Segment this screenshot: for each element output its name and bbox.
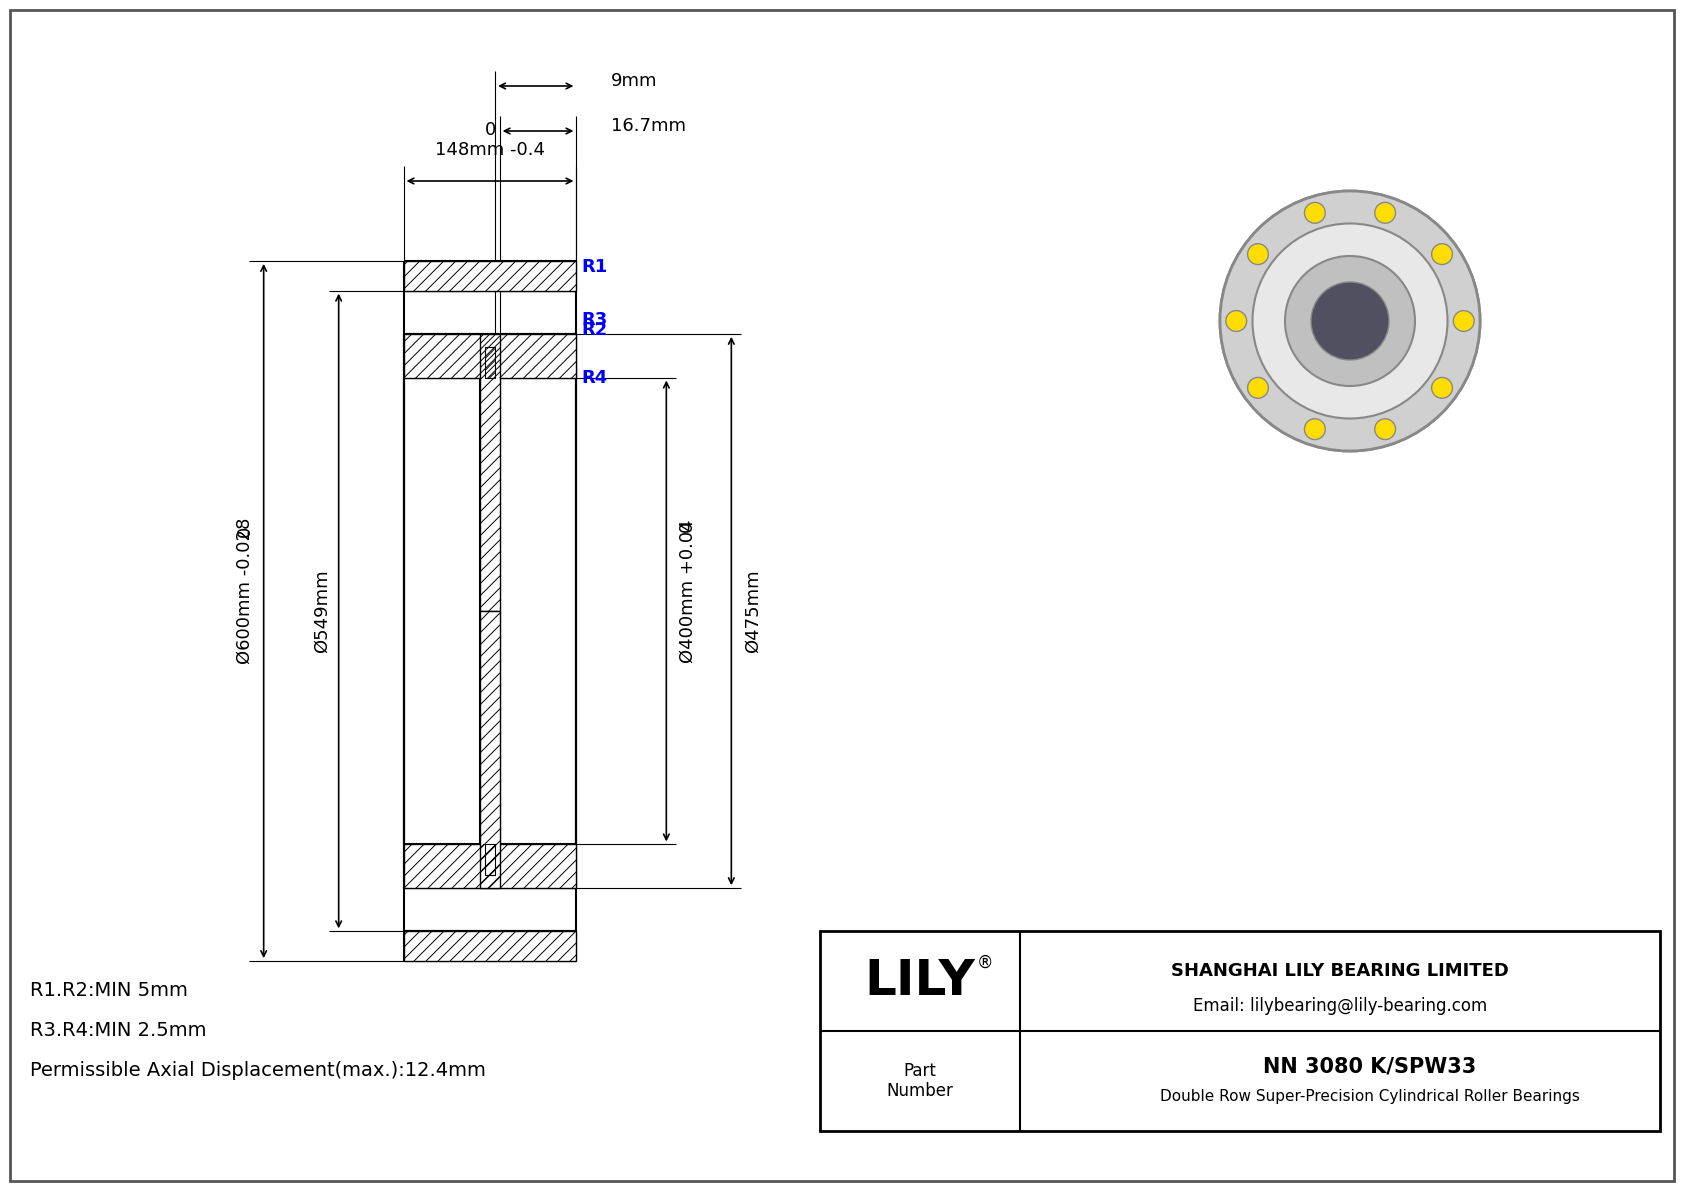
Polygon shape	[404, 333, 576, 378]
Polygon shape	[404, 261, 576, 291]
Circle shape	[1248, 378, 1268, 398]
Circle shape	[1285, 256, 1415, 386]
Text: R2: R2	[581, 320, 608, 338]
Circle shape	[1248, 244, 1268, 264]
Text: LILY: LILY	[864, 958, 975, 1005]
Polygon shape	[404, 844, 576, 888]
Text: 0: 0	[679, 520, 695, 531]
Circle shape	[1453, 311, 1474, 331]
Circle shape	[1219, 191, 1480, 451]
Text: R1: R1	[581, 257, 608, 276]
Polygon shape	[480, 333, 500, 611]
Text: 0: 0	[236, 525, 254, 537]
Text: Permissible Axial Displacement(max.):12.4mm: Permissible Axial Displacement(max.):12.…	[30, 1061, 487, 1080]
Text: SHANGHAI LILY BEARING LIMITED: SHANGHAI LILY BEARING LIMITED	[1170, 962, 1509, 980]
Circle shape	[1305, 419, 1325, 439]
Circle shape	[1226, 311, 1246, 331]
Text: ®: ®	[977, 954, 994, 972]
Polygon shape	[485, 844, 495, 875]
Text: Ø549mm: Ø549mm	[313, 569, 330, 653]
Polygon shape	[480, 611, 500, 888]
Text: R3.R4:MIN 2.5mm: R3.R4:MIN 2.5mm	[30, 1022, 207, 1041]
Text: 16.7mm: 16.7mm	[611, 117, 687, 135]
Circle shape	[1305, 202, 1325, 223]
Circle shape	[1374, 202, 1396, 223]
Text: Part
Number: Part Number	[886, 1061, 953, 1100]
Polygon shape	[404, 931, 576, 961]
Text: Ø600mm -0.028: Ø600mm -0.028	[236, 518, 254, 665]
Polygon shape	[485, 347, 495, 378]
Text: R1.R2:MIN 5mm: R1.R2:MIN 5mm	[30, 981, 189, 1000]
Text: R4: R4	[581, 369, 608, 387]
Text: Ø400mm +0.04: Ø400mm +0.04	[679, 519, 695, 663]
Text: 0: 0	[485, 121, 495, 139]
Text: Double Row Super-Precision Cylindrical Roller Bearings: Double Row Super-Precision Cylindrical R…	[1160, 1089, 1580, 1104]
Text: NN 3080 K/SPW33: NN 3080 K/SPW33	[1263, 1056, 1477, 1075]
Circle shape	[1374, 419, 1396, 439]
Text: Ø475mm: Ø475mm	[743, 569, 761, 653]
Circle shape	[1253, 224, 1448, 418]
Text: Email: lilybearing@lily-bearing.com: Email: lilybearing@lily-bearing.com	[1192, 997, 1487, 1015]
Circle shape	[1312, 282, 1389, 360]
Text: R3: R3	[581, 311, 608, 329]
Circle shape	[1431, 244, 1452, 264]
Text: 148mm -0.4: 148mm -0.4	[434, 141, 546, 160]
Text: 9mm: 9mm	[611, 71, 658, 91]
Circle shape	[1431, 378, 1452, 398]
